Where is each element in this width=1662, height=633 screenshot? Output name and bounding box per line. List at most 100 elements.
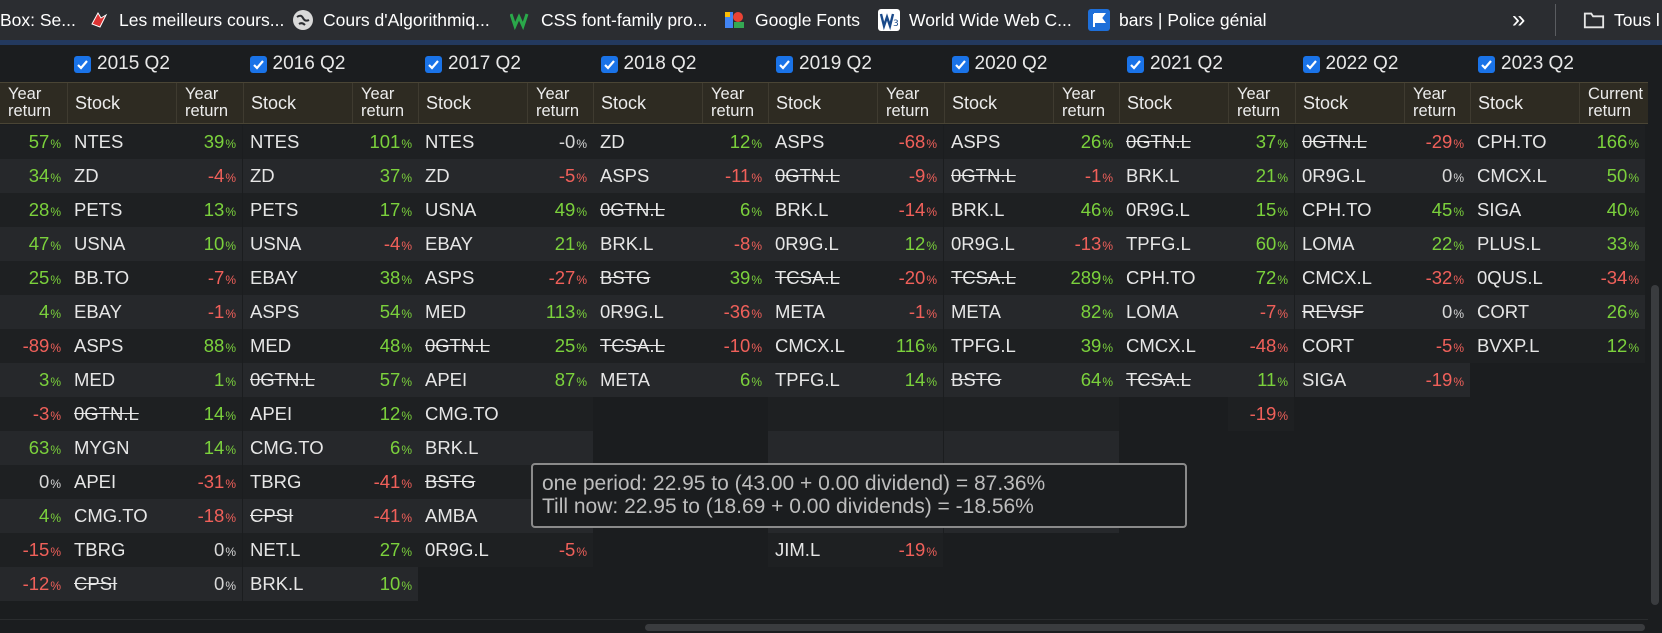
header-stock[interactable]: Stock xyxy=(418,83,527,123)
stock-cell[interactable]: 0R9G.L xyxy=(593,295,702,329)
horizontal-scrollbar-thumb[interactable] xyxy=(645,624,1645,631)
stock-ticker[interactable]: CMG.TO xyxy=(250,437,324,458)
stock-ticker[interactable]: META xyxy=(775,301,826,322)
stock-cell[interactable]: APEI xyxy=(67,465,176,499)
stock-ticker[interactable]: NTES xyxy=(250,131,300,152)
stock-cell[interactable]: PETS xyxy=(67,193,176,227)
stock-ticker[interactable]: 0R9G.L xyxy=(951,233,1015,254)
stock-cell[interactable]: BRK.L xyxy=(944,193,1053,227)
stock-cell[interactable]: CPSI xyxy=(67,567,176,601)
stock-ticker[interactable]: ASPS xyxy=(250,301,300,322)
stock-cell[interactable]: BSTG xyxy=(593,261,702,295)
stock-cell[interactable]: NET.L xyxy=(243,533,352,567)
stock-ticker[interactable]: BRK.L xyxy=(1126,165,1180,186)
stock-cell[interactable]: ZD xyxy=(418,159,527,193)
stock-ticker[interactable]: USNA xyxy=(250,233,302,254)
stock-ticker[interactable]: CMCX.L xyxy=(775,335,845,356)
header-stock[interactable]: Stock xyxy=(67,83,176,123)
stock-ticker[interactable]: APEI xyxy=(425,369,468,390)
stock-cell[interactable]: BRK.L xyxy=(593,227,702,261)
stock-ticker[interactable]: BRK.L xyxy=(600,233,654,254)
stock-ticker[interactable]: CORT xyxy=(1477,301,1530,322)
stock-cell[interactable]: CMG.TO xyxy=(418,397,527,431)
stock-cell[interactable]: 0GTN.L xyxy=(944,159,1053,193)
stock-ticker[interactable]: PLUS.L xyxy=(1477,233,1541,254)
stock-cell[interactable]: ASPS xyxy=(768,125,877,159)
bookmark-item[interactable]: CSS font-family pro... xyxy=(510,0,707,40)
header-year-return[interactable]: Year return xyxy=(352,83,418,123)
bookmark-item[interactable]: Les meilleurs cours... xyxy=(88,0,284,40)
header-stock[interactable]: Stock xyxy=(593,83,702,123)
stock-cell[interactable]: USNA xyxy=(67,227,176,261)
checkbox-checked[interactable] xyxy=(600,55,618,73)
stock-cell[interactable]: CORT xyxy=(1295,329,1404,363)
stock-cell[interactable]: MED xyxy=(243,329,352,363)
stock-ticker[interactable]: BSTG xyxy=(600,267,651,288)
bookmark-item[interactable]: Tous l xyxy=(1583,0,1660,40)
stock-cell[interactable]: TPFG.L xyxy=(768,363,877,397)
checkbox-checked[interactable] xyxy=(249,55,267,73)
stock-ticker[interactable]: EBAY xyxy=(425,233,473,254)
stock-cell[interactable]: PETS xyxy=(243,193,352,227)
quarter-toggle-2021-q2[interactable]: 2021 Q2 xyxy=(1127,53,1223,75)
stock-cell[interactable]: BRK.L xyxy=(418,431,527,465)
stock-cell[interactable]: TBRG xyxy=(67,533,176,567)
stock-cell[interactable]: 0GTN.L xyxy=(768,159,877,193)
stock-ticker[interactable]: BRK.L xyxy=(951,199,1005,220)
stock-ticker[interactable]: USNA xyxy=(74,233,126,254)
stock-cell[interactable]: EBAY xyxy=(418,227,527,261)
stock-ticker[interactable]: CPSI xyxy=(250,505,294,526)
stock-ticker[interactable]: NTES xyxy=(74,131,124,152)
stock-ticker[interactable]: ASPS xyxy=(74,335,124,356)
header-year-return[interactable]: Year return xyxy=(702,83,768,123)
stock-ticker[interactable]: JIM.L xyxy=(775,539,821,560)
checkbox-checked[interactable] xyxy=(74,55,91,73)
stock-ticker[interactable]: MED xyxy=(250,335,292,356)
stock-ticker[interactable]: ZD xyxy=(74,165,99,186)
stock-ticker[interactable]: MED xyxy=(74,369,116,390)
stock-cell[interactable]: 0GTN.L xyxy=(243,363,352,397)
stock-cell[interactable]: 0GTN.L xyxy=(67,397,176,431)
stock-cell[interactable]: LOMA xyxy=(1119,295,1228,329)
checkbox-checked[interactable] xyxy=(776,55,793,73)
bookmarks-overflow-button[interactable]: » xyxy=(1512,6,1526,33)
stock-cell[interactable]: 0GTN.L xyxy=(1119,125,1228,159)
stock-cell[interactable]: SIGA xyxy=(1295,363,1404,397)
stock-ticker[interactable]: 0QUS.L xyxy=(1477,267,1543,288)
stock-cell[interactable]: TCSA.L xyxy=(944,261,1053,295)
stock-ticker[interactable]: 0GTN.L xyxy=(250,369,315,390)
stock-cell[interactable]: CMG.TO xyxy=(67,499,176,533)
stock-cell[interactable]: BRK.L xyxy=(243,567,352,601)
stock-ticker[interactable]: AMBA xyxy=(425,505,478,526)
bookmark-item[interactable]: Cours d'Algorithmiq... xyxy=(292,0,490,40)
stock-cell[interactable]: MED xyxy=(418,295,527,329)
stock-cell[interactable]: NTES xyxy=(67,125,176,159)
stock-cell[interactable]: CORT xyxy=(1470,295,1579,329)
stock-cell[interactable]: SIGA xyxy=(1470,193,1579,227)
stock-ticker[interactable]: BSTG xyxy=(425,471,476,492)
stock-cell[interactable]: CMCX.L xyxy=(1470,159,1579,193)
stock-cell[interactable]: USNA xyxy=(418,193,527,227)
stock-ticker[interactable]: 0GTN.L xyxy=(425,335,490,356)
stock-cell[interactable]: BB.TO xyxy=(67,261,176,295)
stock-cell[interactable]: LOMA xyxy=(1295,227,1404,261)
stock-ticker[interactable]: BSTG xyxy=(951,369,1002,390)
checkbox-checked[interactable] xyxy=(1302,55,1320,73)
stock-cell[interactable]: ASPS xyxy=(243,295,352,329)
stock-cell[interactable]: BRK.L xyxy=(1119,159,1228,193)
stock-ticker[interactable]: CPH.TO xyxy=(1477,131,1547,152)
stock-cell[interactable]: REVSF xyxy=(1295,295,1404,329)
stock-ticker[interactable]: REVSF xyxy=(1302,301,1364,322)
stock-ticker[interactable]: ZD xyxy=(600,131,625,152)
header-year-return[interactable]: Year return xyxy=(527,83,593,123)
stock-cell[interactable]: CMCX.L xyxy=(1119,329,1228,363)
stock-cell[interactable]: CMCX.L xyxy=(1295,261,1404,295)
stock-ticker[interactable]: 0R9G.L xyxy=(775,233,839,254)
stock-ticker[interactable]: ZD xyxy=(250,165,275,186)
header-year-return[interactable]: Year return xyxy=(1053,83,1119,123)
stock-ticker[interactable]: TPFG.L xyxy=(775,369,840,390)
stock-cell[interactable]: ASPS xyxy=(944,125,1053,159)
stock-ticker[interactable]: ASPS xyxy=(951,131,1001,152)
stock-ticker[interactable]: PETS xyxy=(74,199,123,220)
stock-ticker[interactable]: LOMA xyxy=(1126,301,1179,322)
